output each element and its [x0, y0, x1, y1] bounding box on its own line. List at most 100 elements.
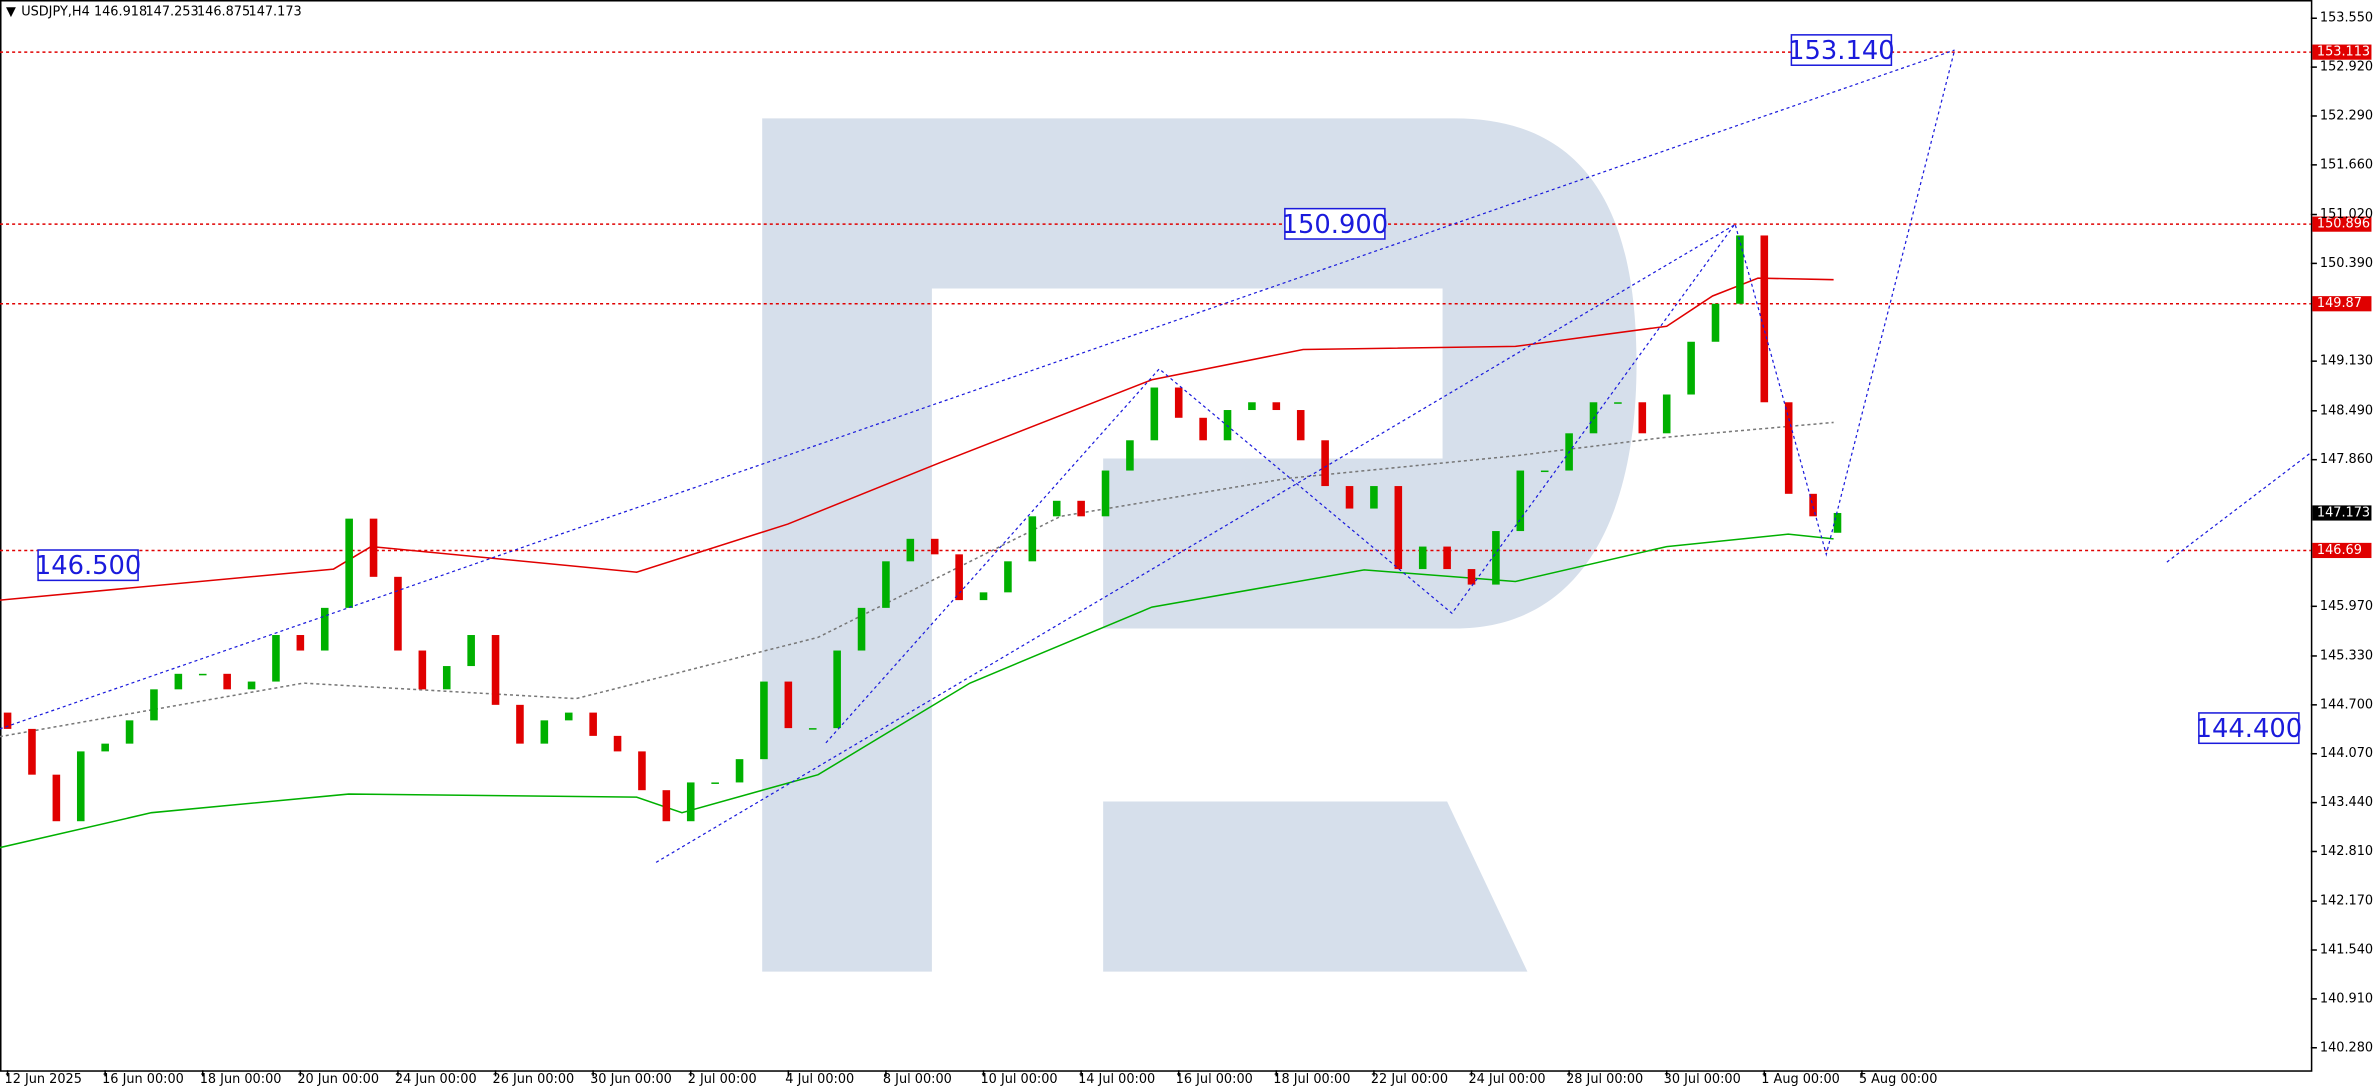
candle-body: [1370, 486, 1378, 509]
quote-high: 147.253: [145, 5, 198, 20]
candle-body: [174, 673, 183, 690]
candle-body: [540, 720, 549, 744]
candle-body: [516, 704, 524, 744]
forecast-line: [2166, 452, 2312, 563]
candle-body: [150, 689, 158, 721]
candle-body: [857, 607, 866, 651]
x-tick-label: 24 Jun 00:00: [395, 1072, 477, 1087]
y-tick-label: 144.070: [2320, 746, 2373, 761]
candle-body: [296, 635, 305, 651]
candle-body: [564, 712, 573, 721]
candle-body: [1736, 235, 1744, 304]
y-tick-label: 145.330: [2320, 648, 2373, 663]
candle-body: [418, 650, 427, 690]
level-label-bg: [2312, 542, 2372, 559]
forecast-line: [0, 49, 1955, 730]
forecast-line: [825, 49, 1956, 744]
level-label-bg: [2312, 216, 2372, 232]
x-tick-label: 2 Jul 00:00: [688, 1072, 757, 1087]
x-tick-label: 16 Jun 00:00: [102, 1072, 184, 1087]
x-tick-label: 30 Jun 00:00: [590, 1072, 672, 1087]
candle-body: [1540, 470, 1549, 473]
y-tick-label: 145.970: [2320, 599, 2373, 614]
level-label: 149.87: [2317, 296, 2362, 311]
level-label-bg: [2312, 44, 2372, 60]
x-tick-label: 20 Jun 00:00: [297, 1072, 379, 1087]
candle-body: [955, 554, 963, 601]
annotation-box: [37, 549, 139, 582]
x-tick-label: 1 Aug 00:00: [1761, 1072, 1840, 1087]
candle-body: [345, 518, 353, 608]
candle-body: [52, 774, 61, 822]
y-tick-label: 150.390: [2320, 256, 2373, 271]
x-tick-label: 10 Jul 00:00: [980, 1072, 1057, 1087]
candle-body: [1833, 512, 1842, 533]
x-tick-label: 22 Jul 00:00: [1371, 1072, 1448, 1087]
candle-body: [272, 635, 280, 682]
x-tick-label: 4 Jul 00:00: [785, 1072, 854, 1087]
candle-body: [1126, 440, 1134, 471]
candle-body: [1662, 394, 1671, 434]
candle-body: [711, 782, 719, 784]
candle-body: [833, 650, 841, 729]
y-tick-label: 140.910: [2320, 991, 2373, 1006]
annotation-label: 150.900: [1282, 210, 1388, 240]
y-tick-label: 152.290: [2320, 108, 2373, 123]
y-tick-label: 141.540: [2320, 943, 2373, 958]
y-tick-label: 140.280: [2320, 1040, 2373, 1055]
candle-body: [1028, 516, 1037, 562]
x-tick-label: 18 Jul 00:00: [1273, 1072, 1350, 1087]
candle-body: [784, 681, 793, 729]
candle-body: [320, 607, 329, 651]
annotation-box: [2198, 712, 2300, 745]
level-label-bg: [2312, 296, 2372, 312]
quote-open: 146.918: [94, 5, 147, 20]
y-tick-label: 144.700: [2320, 697, 2373, 712]
level-label: 153.113: [2317, 45, 2370, 60]
candle-body: [613, 735, 622, 752]
x-tick-label: 14 Jul 00:00: [1078, 1072, 1155, 1087]
y-tick-label: 142.810: [2320, 844, 2373, 859]
y-tick-label: 147.860: [2320, 452, 2373, 467]
candle-body: [1052, 500, 1061, 517]
x-tick-label: 8 Jul 00:00: [883, 1072, 952, 1087]
candle-body: [589, 712, 597, 736]
indicator-line: [0, 533, 1834, 849]
logo-r-leg: [1103, 801, 1528, 972]
candle-body: [1296, 410, 1305, 441]
candle-body: [1467, 569, 1476, 585]
candle-body: [1516, 470, 1525, 532]
y-tick-label: 148.490: [2320, 403, 2373, 418]
candle-body: [1809, 493, 1817, 517]
indicator-line: [0, 421, 1834, 738]
candle-body: [1272, 402, 1281, 411]
candle-body: [1492, 531, 1500, 585]
y-tick-label: 149.130: [2320, 354, 2373, 369]
candle-body: [1394, 486, 1403, 570]
x-tick-label: 16 Jul 00:00: [1176, 1072, 1253, 1087]
overlay: 153.113 150.896 149.87 146.69 153.140 150.900…: [35, 34, 2372, 745]
x-tick-label: 12 Jun 2025: [5, 1072, 82, 1087]
candle-body: [930, 538, 939, 555]
candle-body: [1784, 402, 1793, 494]
annotation-label: 144.400: [2196, 714, 2302, 744]
candle-body: [247, 681, 256, 690]
candle-body: [1321, 440, 1329, 487]
y-tick-label: 142.170: [2320, 894, 2373, 909]
candle-body: [1760, 235, 1769, 403]
symbol-title: USDJPY,H4: [21, 5, 90, 20]
x-tick-label: 30 Jul 00:00: [1664, 1072, 1741, 1087]
candle-body: [1418, 546, 1427, 570]
candle-body: [223, 673, 231, 690]
candle-body: [442, 666, 451, 690]
candle-body: [394, 576, 402, 651]
y-tick-label: 151.020: [2320, 207, 2373, 222]
annotation-label: 146.500: [35, 551, 141, 581]
candle-body: [1101, 470, 1110, 517]
candle-body: [467, 635, 475, 667]
level-label: 150.896: [2317, 217, 2370, 232]
candle-body: [76, 751, 85, 822]
annotation-box: [1790, 34, 1893, 66]
